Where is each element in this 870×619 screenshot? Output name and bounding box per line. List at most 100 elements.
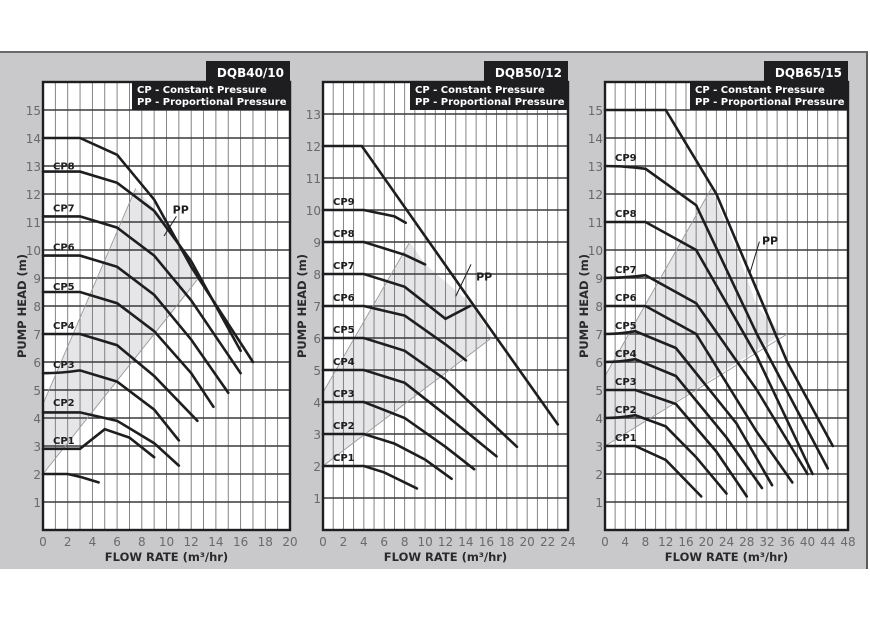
y-tick-label: 14 (26, 132, 41, 146)
chart-title-tab (484, 61, 568, 82)
legend-box (132, 82, 290, 110)
x-tick-label: 32 (759, 535, 774, 549)
y-tick-label: 7 (595, 328, 603, 342)
y-tick-label: 3 (33, 440, 41, 454)
y-tick-label: 11 (306, 172, 321, 186)
pp-boundary-line (42, 188, 137, 405)
pp-pointer-line (748, 241, 760, 276)
x-tick-label: 8 (138, 535, 146, 549)
cp-label: CP5 (53, 282, 75, 293)
plot-frame (321, 80, 570, 532)
cp-label: CP4 (615, 349, 637, 360)
cp-label: CP1 (615, 433, 637, 444)
x-tick-label: 0 (39, 535, 47, 549)
y-tick-label: 14 (588, 132, 603, 146)
pump-curve-curve-CP9 (603, 164, 830, 470)
cp-label: CP3 (53, 360, 75, 371)
cp-label: CP8 (53, 161, 75, 172)
y-tick-label: 4 (595, 412, 603, 426)
x-tick-label: 4 (89, 535, 97, 549)
pump-curve-curve-CP2 (321, 432, 453, 481)
y-tick-label: 7 (313, 300, 321, 314)
pump-curve-curve-CP3 (321, 400, 476, 471)
y-tick-label: 3 (595, 440, 603, 454)
x-tick-label: 12 (184, 535, 199, 549)
y-tick-label: 8 (313, 268, 321, 282)
chart-dqb65-15: CP1 CP2 CP3 CP4 CP5 CP6 CP7 CP8 CP9 PP CP - Consta… (577, 61, 856, 564)
x-tick-label: 16 (479, 535, 494, 549)
y-tick-label: 2 (33, 468, 41, 482)
x-tick-label: 20 (282, 535, 297, 549)
legend-box (410, 82, 568, 110)
pump-curve-curve-CP6 (41, 254, 230, 395)
y-tick-label: 6 (595, 356, 603, 370)
x-tick-label: 40 (800, 535, 815, 549)
y-tick-label: 6 (313, 332, 321, 346)
pump-curve-curve-CP4 (603, 357, 764, 490)
y-tick-label: 8 (33, 300, 41, 314)
pp-label: PP (173, 204, 189, 217)
x-tick-label: 20 (520, 535, 535, 549)
y-tick-label: 12 (26, 188, 41, 202)
chart-title-tab (206, 61, 290, 82)
cp-label: CP1 (333, 453, 355, 464)
legend-entry: PP - Proportional Pressure (137, 97, 287, 108)
legend-box (690, 82, 848, 110)
cp-label: CP9 (333, 197, 355, 208)
x-tick-label: 16 (678, 535, 693, 549)
cp-label: CP3 (333, 389, 355, 400)
pp-label: PP (762, 234, 778, 247)
pump-curve-curve-CP6 (603, 304, 794, 484)
y-tick-label: 13 (26, 160, 41, 174)
cp-label: CP4 (53, 321, 75, 332)
x-tick-label: 4 (621, 535, 629, 549)
cp-label: CP2 (53, 398, 75, 409)
legend-entry: CP - Constant Pressure (415, 85, 545, 96)
cp-label: CP7 (615, 265, 637, 276)
y-tick-label: 1 (33, 496, 41, 510)
y-tick-label: 3 (313, 428, 321, 442)
x-tick-label: 18 (258, 535, 273, 549)
legend-entry: PP - Proportional Pressure (415, 97, 565, 108)
y-tick-label: 9 (595, 272, 603, 286)
plot-frame (603, 80, 850, 532)
chart-title: DQB50/12 (495, 66, 562, 80)
cp-label: CP7 (53, 203, 75, 214)
x-tick-label: 36 (780, 535, 795, 549)
x-tick-label: 16 (233, 535, 248, 549)
pump-curve-curve-CP6 (321, 304, 468, 362)
y-tick-label: 5 (595, 384, 603, 398)
pump-curve-curve-max (41, 136, 255, 364)
pump-curve-curve-CP8 (321, 240, 427, 266)
x-axis-label: FLOW RATE (m³/hr) (384, 550, 507, 564)
pump-curve-curve-CP4 (41, 332, 199, 423)
pump-curve-curve-CP2 (603, 413, 728, 495)
x-tick-label: 0 (319, 535, 327, 549)
y-tick-label: 6 (33, 356, 41, 370)
x-tick-label: 2 (340, 535, 348, 549)
x-tick-label: 22 (540, 535, 555, 549)
y-tick-label: 10 (26, 244, 41, 258)
x-tick-label: 28 (739, 535, 754, 549)
pump-curve-curve-CP3 (41, 369, 181, 442)
pp-boundary-line (42, 277, 199, 475)
pump-curve-curve-CP2 (41, 411, 181, 467)
cp-label: CP6 (53, 243, 75, 254)
y-tick-label: 8 (595, 300, 603, 314)
x-tick-label: 12 (438, 535, 453, 549)
y-axis-label: PUMP HEAD (m) (15, 254, 29, 358)
pump-curve-curve-CP3 (603, 388, 749, 498)
pump-curve-curve-CP7 (603, 273, 809, 476)
legend-entry: CP - Constant Pressure (137, 85, 267, 96)
pp-pointer-line (455, 264, 472, 297)
pump-curve-curve-2.0 (41, 472, 100, 484)
cp-label: CP8 (615, 209, 637, 220)
x-axis-label: FLOW RATE (m³/hr) (665, 550, 788, 564)
cp-label: CP4 (333, 357, 355, 368)
y-tick-label: 2 (595, 468, 603, 482)
pump-curve-curve-CP1 (41, 427, 156, 459)
pump-curve-curve-max (603, 108, 835, 448)
x-tick-label: 44 (820, 535, 835, 549)
cp-label: CP6 (333, 293, 355, 304)
